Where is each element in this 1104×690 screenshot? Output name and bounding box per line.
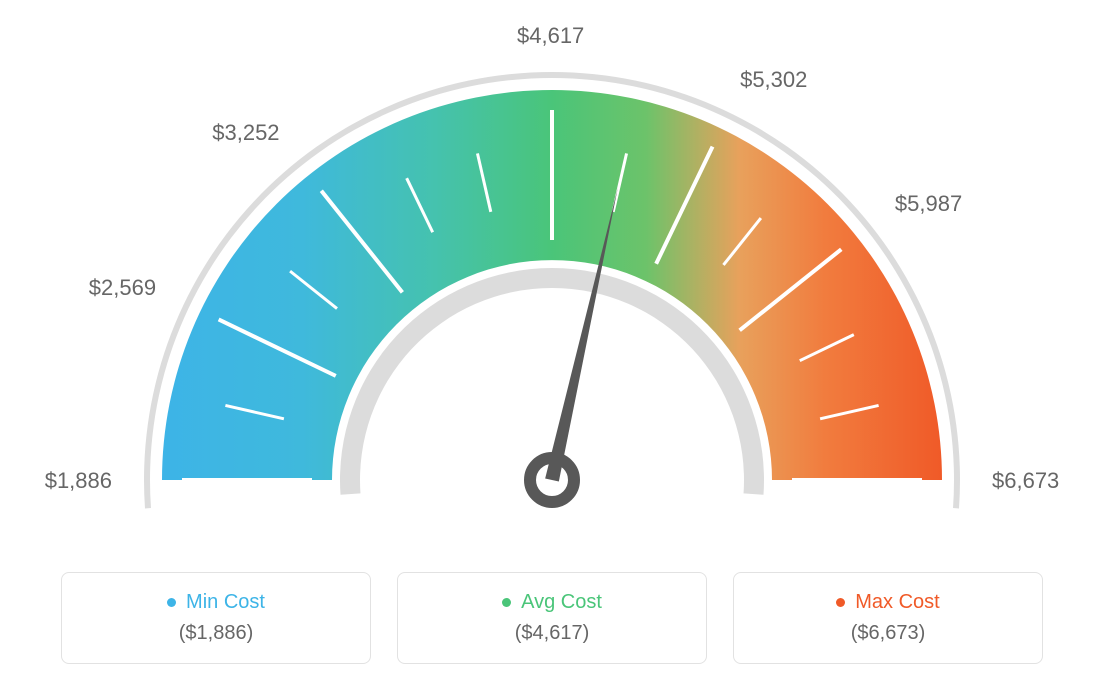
max-cost-card: Max Cost ($6,673) bbox=[733, 572, 1043, 664]
min-cost-label: Min Cost bbox=[186, 591, 265, 614]
dot-icon bbox=[836, 598, 845, 607]
max-cost-value: ($6,673) bbox=[851, 622, 926, 645]
gauge-tick-label: $5,987 bbox=[895, 191, 962, 217]
max-cost-title: Max Cost bbox=[836, 591, 939, 614]
gauge-tick-label: $6,673 bbox=[992, 468, 1059, 494]
gauge-tick-label: $2,569 bbox=[76, 275, 156, 301]
min-cost-card: Min Cost ($1,886) bbox=[61, 572, 371, 664]
max-cost-label: Max Cost bbox=[855, 591, 939, 614]
avg-cost-card: Avg Cost ($4,617) bbox=[397, 572, 707, 664]
dot-icon bbox=[167, 598, 176, 607]
min-cost-value: ($1,886) bbox=[179, 622, 254, 645]
chart-root: $1,886 $2,569 $3,252 $4,617 $5,302 $5,987 $6,6… bbox=[0, 0, 1104, 690]
avg-cost-label: Avg Cost bbox=[521, 591, 602, 614]
avg-cost-value: ($4,617) bbox=[515, 622, 590, 645]
gauge-area: $1,886 $2,569 $3,252 $4,617 $5,302 $5,987 $6,6… bbox=[0, 0, 1104, 540]
gauge-tick-label: $5,302 bbox=[740, 67, 807, 93]
gauge-tick-label: $4,617 bbox=[517, 23, 584, 49]
avg-cost-title: Avg Cost bbox=[502, 591, 602, 614]
dot-icon bbox=[502, 598, 511, 607]
gauge-tick-label: $3,252 bbox=[200, 120, 280, 146]
min-cost-title: Min Cost bbox=[167, 591, 265, 614]
gauge-tick-label: $1,886 bbox=[32, 468, 112, 494]
legend-row: Min Cost ($1,886) Avg Cost ($4,617) Max … bbox=[0, 572, 1104, 664]
